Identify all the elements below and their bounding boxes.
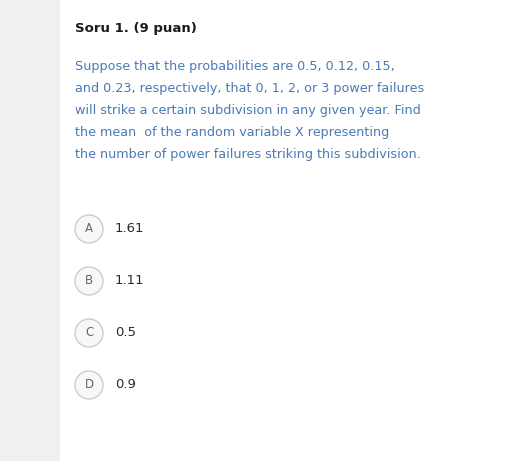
Text: will strike a certain subdivision in any given year. Find: will strike a certain subdivision in any… — [75, 104, 421, 117]
Bar — [60, 0, 517, 461]
Text: and 0.23, respectively, that 0, 1, 2, or 3 power failures: and 0.23, respectively, that 0, 1, 2, or… — [75, 82, 424, 95]
Ellipse shape — [75, 371, 103, 399]
Ellipse shape — [75, 267, 103, 295]
Text: the mean  of the random variable X representing: the mean of the random variable X repres… — [75, 126, 389, 139]
Text: 1.11: 1.11 — [115, 274, 145, 288]
Text: 1.61: 1.61 — [115, 223, 144, 236]
Text: B: B — [85, 274, 93, 288]
Text: Soru 1. (9 puan): Soru 1. (9 puan) — [75, 22, 197, 35]
Ellipse shape — [75, 215, 103, 243]
Text: D: D — [84, 378, 94, 391]
Text: the number of power failures striking this subdivision.: the number of power failures striking th… — [75, 148, 421, 161]
Ellipse shape — [75, 319, 103, 347]
Text: C: C — [85, 326, 93, 339]
Text: A: A — [85, 223, 93, 236]
Bar — [0, 0, 60, 461]
Text: 0.9: 0.9 — [115, 378, 136, 391]
Text: Suppose that the probabilities are 0.5, 0.12, 0.15,: Suppose that the probabilities are 0.5, … — [75, 60, 395, 73]
Text: 0.5: 0.5 — [115, 326, 136, 339]
